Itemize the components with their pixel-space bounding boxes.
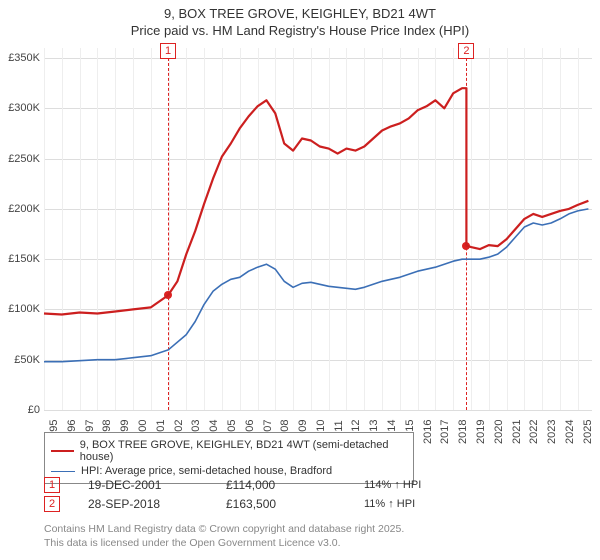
legend-row-price-paid: 9, BOX TREE GROVE, KEIGHLEY, BD21 4WT (s… — [51, 439, 407, 463]
chart-title-line1: 9, BOX TREE GROVE, KEIGHLEY, BD21 4WT — [0, 6, 600, 21]
y-tick-label: £150K — [8, 253, 40, 265]
series-hpi — [44, 209, 588, 362]
sale-flag-2: 2 — [44, 496, 60, 512]
sale-date-2: 28-SEP-2018 — [88, 497, 198, 511]
legend-swatch-hpi — [51, 471, 75, 472]
legend-swatch-price-paid — [51, 450, 74, 452]
sale-price-2: £163,500 — [226, 497, 336, 511]
y-tick-label: £250K — [8, 153, 40, 165]
chart-lines — [44, 48, 592, 410]
sale-row-1: 1 19-DEC-2001 £114,000 114% ↑ HPI — [44, 477, 474, 493]
y-tick-label: £0 — [28, 404, 40, 416]
sale-hpi-pct-1: 114% ↑ HPI — [364, 479, 474, 491]
x-tick-label: 2023 — [546, 420, 558, 444]
x-tick-label: 2020 — [493, 420, 505, 444]
sale-flag-1: 1 — [44, 477, 60, 493]
attribution: Contains HM Land Registry data © Crown c… — [44, 522, 404, 550]
sale-date-1: 19-DEC-2001 — [88, 478, 198, 492]
attribution-line2: This data is licensed under the Open Gov… — [44, 536, 404, 550]
y-tick-label: £300K — [8, 102, 40, 114]
y-tick-label: £200K — [8, 203, 40, 215]
y-tick-label: £100K — [8, 303, 40, 315]
x-tick-label: 2025 — [582, 420, 594, 444]
chart-title-block: 9, BOX TREE GROVE, KEIGHLEY, BD21 4WT Pr… — [0, 0, 600, 40]
sale-price-1: £114,000 — [226, 478, 336, 492]
y-tick-label: £50K — [14, 354, 40, 366]
legend-label-price-paid: 9, BOX TREE GROVE, KEIGHLEY, BD21 4WT (s… — [80, 439, 407, 463]
x-tick-label: 2021 — [511, 420, 523, 444]
x-tick-label: 2024 — [564, 420, 576, 444]
x-tick-label: 2016 — [422, 420, 434, 444]
sale-hpi-pct-2: 11% ↑ HPI — [364, 498, 474, 510]
x-tick-label: 2018 — [457, 420, 469, 444]
sale-data-table: 1 19-DEC-2001 £114,000 114% ↑ HPI 2 28-S… — [44, 474, 474, 515]
sale-row-2: 2 28-SEP-2018 £163,500 11% ↑ HPI — [44, 496, 474, 512]
y-tick-label: £350K — [8, 52, 40, 64]
attribution-line1: Contains HM Land Registry data © Crown c… — [44, 522, 404, 536]
x-tick-label: 2017 — [439, 420, 451, 444]
series-price_paid — [44, 88, 588, 314]
chart-title-line2: Price paid vs. HM Land Registry's House … — [0, 23, 600, 38]
x-tick-label: 2022 — [528, 420, 540, 444]
x-tick-label: 2019 — [475, 420, 487, 444]
